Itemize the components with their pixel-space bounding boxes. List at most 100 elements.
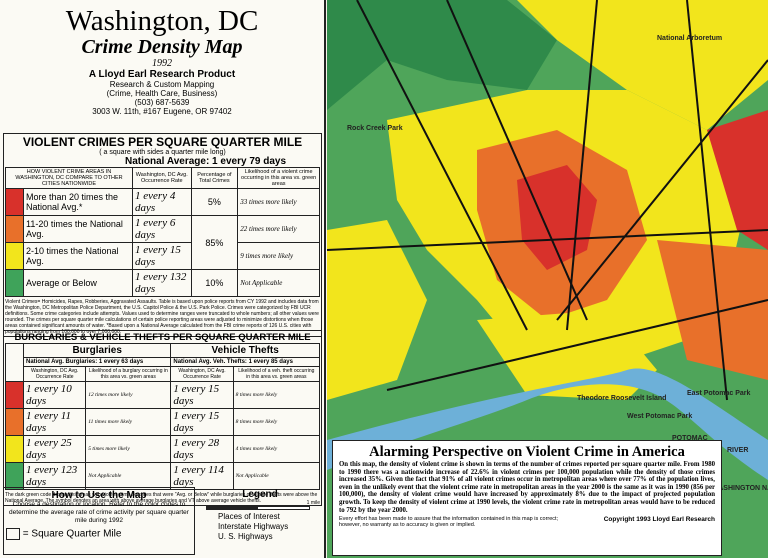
cell: 8 times more likely [232, 408, 321, 436]
scale-bar [206, 506, 310, 510]
place-label: West Potomac Park [627, 413, 692, 420]
col-header: Percentage of Total Crimes [190, 167, 239, 189]
cell: 4 times more likely [232, 435, 321, 463]
cell: 1 every 114 days [170, 462, 234, 490]
row: 1 every 123 days Not Applicable 1 every 11… [5, 462, 321, 490]
cell: 11 times more likely [85, 408, 172, 436]
row: 1 every 11 days 11 times more likely 1 eve… [5, 408, 321, 436]
place-label: Rock Creek Park [347, 125, 403, 132]
producer: A Lloyd Earl Research Product [88, 69, 236, 80]
rate: 1 every 15 days [132, 242, 192, 270]
how-to: How to Use the Map Choose a destination … [3, 487, 195, 555]
col-header: Washington, DC Avg. Occurrence Rate [170, 366, 234, 382]
area [517, 165, 597, 270]
rate: 1 every 4 days [132, 188, 192, 216]
cell: 8 times more likely [232, 381, 321, 409]
roads [327, 0, 768, 401]
swatch [5, 381, 24, 409]
likelihood: 9 times more likely [237, 242, 320, 270]
contact-line: Research & Custom Mapping [109, 80, 215, 89]
contact: Research & Custom Mapping (Crime, Health … [0, 80, 324, 116]
how-text: Choose a destination or location. Refer … [9, 501, 189, 524]
violent-table: VIOLENT CRIMES PER SQUARE QUARTER MILE (… [3, 133, 322, 337]
table: HOW VIOLENT CRIME AREAS IN WASHINGTON, D… [4, 167, 320, 297]
row: More than 20 times the National Avg.* 1 e… [5, 188, 320, 216]
violent-subtitle: ( a square with sides a quarter mile lon… [99, 149, 226, 156]
river [327, 368, 768, 480]
area [657, 240, 768, 380]
place-label: POTOMAC [672, 435, 708, 442]
map-legend: Legend 1 mile Places of Interest Intersta… [198, 487, 322, 555]
row: 2-10 times the National Avg. 1 every 15 d… [5, 242, 320, 270]
header-row: Washington, DC Avg. Occurrence Rate Likel… [6, 366, 321, 382]
swatch [5, 462, 24, 490]
row-label: More than 20 times the National Avg.* [22, 188, 134, 216]
swatch [5, 435, 24, 463]
place-label: Theodore Roosevelt Island [577, 395, 666, 402]
cell: 1 every 15 days [170, 381, 234, 409]
legend-item: Interstate Highways [218, 522, 289, 531]
pct: 85% [190, 215, 239, 270]
cell: 1 every 28 days [170, 435, 234, 463]
place-label: RIVER [727, 447, 748, 454]
col-header: Washington, DC Avg. Occurrence Rate [132, 167, 192, 189]
disclaimer: Every effort has been made to assure tha… [339, 516, 559, 529]
swatch [5, 188, 24, 216]
swatch [5, 269, 24, 297]
violent-title: VIOLENT CRIMES PER SQUARE QUARTER MILE [22, 135, 303, 149]
col-header: Washington, DC Avg. Occurrence Rate [22, 366, 87, 382]
col-header: Likelihood of a violent crime occurring … [237, 167, 320, 189]
likelihood: 22 times more likely [237, 215, 320, 243]
row: 1 every 25 days 5 times more likely 1 ever… [5, 435, 321, 463]
contact-line: (Crime, Health Care, Business) [106, 89, 218, 98]
swatch [5, 242, 24, 270]
table: Burglaries Vehicle Thefts National Avg. Bu… [5, 343, 321, 490]
likelihood: 33 times more likely [237, 188, 320, 216]
cell: 1 every 25 days [22, 435, 87, 463]
year: 1992 [152, 58, 172, 69]
national: National Avg. Veh. Thefts: 1 every 85 da… [170, 357, 320, 367]
col-header: HOW VIOLENT CRIME AREAS IN WASHINGTON, D… [4, 167, 134, 189]
group-row: Burglaries Vehicle Thefts [5, 343, 320, 382]
row-label: 2-10 times the National Avg. [22, 242, 134, 270]
row: 11-20 times the National Avg. 1 every 6 d… [5, 215, 320, 270]
legend-panel: Washington, DC Crime Density Map 1992 A … [0, 0, 326, 558]
scale-label: 1 mile [306, 500, 320, 506]
subtitle: Crime Density Map [81, 36, 243, 58]
square-label: = Square Quarter Mile [22, 528, 122, 540]
national-avg: National Average: 1 every 79 days [125, 156, 287, 167]
cell: 12 times more likely [85, 381, 172, 409]
row: Average or Below 1 every 132 days 10% Not A… [5, 269, 320, 297]
area [707, 110, 768, 250]
pct: 5% [190, 188, 239, 216]
place-label: National Arboretum [657, 35, 722, 42]
area [327, 0, 557, 110]
cell: Not Applicable [232, 462, 321, 490]
group: Vehicle Thefts [170, 343, 320, 358]
place-label: East Potomac Park [687, 390, 751, 397]
area [517, 0, 768, 130]
row-label: Average or Below [22, 269, 134, 297]
row: 1 every 10 days 12 times more likely 1 eve… [5, 381, 321, 409]
note: The dark green code designates areas wit… [5, 492, 318, 504]
row-label: 11-20 times the National Avg. [22, 215, 134, 243]
article-body: On this map, the density of violent crim… [339, 461, 715, 514]
swatch [5, 408, 24, 436]
contact-line: (503) 687-5639 [134, 98, 190, 107]
note: Violent Crimes= Homicides, Rapes, Robber… [5, 299, 319, 335]
swatch [5, 215, 24, 243]
cell: 1 every 10 days [22, 381, 87, 409]
cell: 1 every 11 days [22, 408, 87, 436]
header-row: HOW VIOLENT CRIME AREAS IN WASHINGTON, D… [4, 167, 320, 189]
article: Alarming Perspective on Violent Crime in… [332, 440, 722, 556]
map: Rock Creek Park National Arboretum East Po… [327, 0, 768, 558]
pct: 10% [190, 269, 239, 297]
legend-item: U. S. Highways [218, 532, 273, 541]
national: National Avg. Burglaries: 1 every 63 day… [22, 357, 172, 367]
col-header: Likelihood of a veh. theft occurring in … [232, 366, 321, 382]
square-icon [6, 528, 20, 540]
col-header: Likelihood of a burglary occurring in th… [85, 366, 172, 382]
contact-line: 3003 W. 11th, #167 Eugene, OR 97402 [92, 107, 232, 116]
area [327, 220, 427, 400]
